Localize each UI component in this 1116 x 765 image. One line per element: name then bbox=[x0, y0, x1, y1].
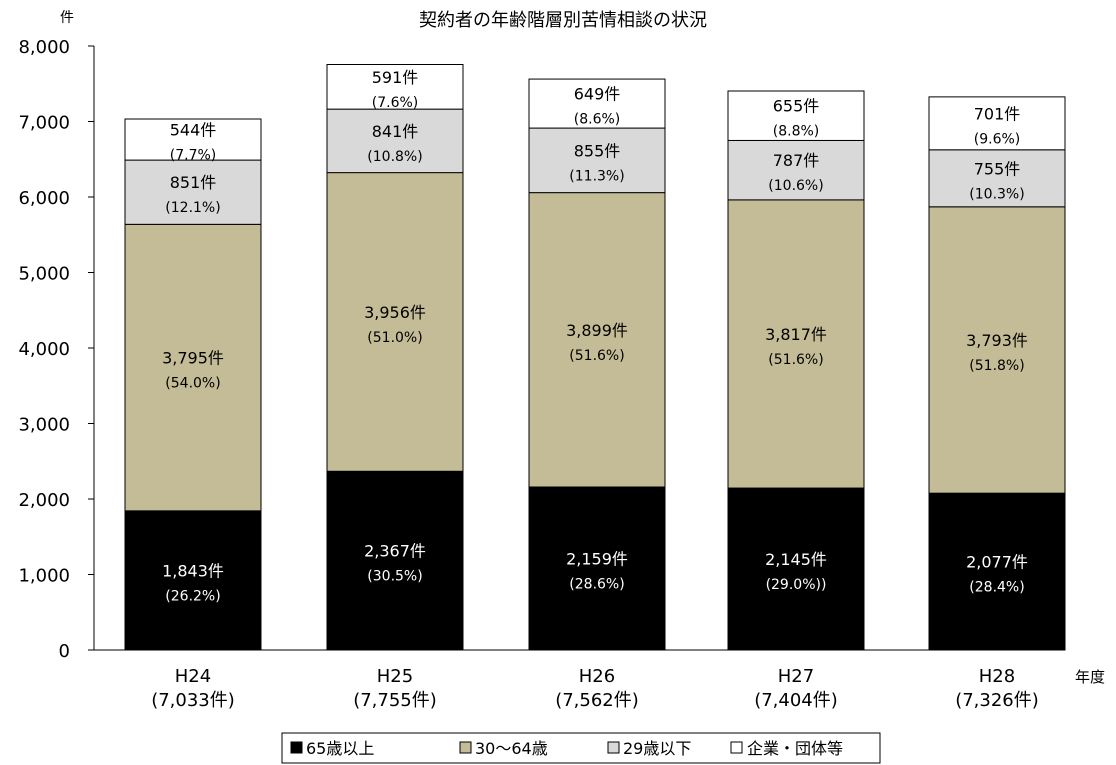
bar-percent-label: (26.2%) bbox=[165, 588, 220, 604]
bar-value-label: 2,159件 bbox=[566, 549, 628, 568]
legend-label: 企業・団体等 bbox=[747, 739, 843, 758]
bar-percent-label: (28.6%) bbox=[569, 576, 624, 592]
x-axis-labels: H24 (7,033件) H25 (7,755件) H26 (7,562件) H27 (7,4… bbox=[151, 666, 1039, 711]
bar-percent-label: (8.8%) bbox=[773, 124, 820, 140]
bar-value-label: 649件 bbox=[574, 85, 621, 104]
legend-swatch bbox=[459, 741, 472, 754]
bar-segment bbox=[124, 159, 262, 225]
bar-value-label: 3,899件 bbox=[566, 321, 628, 340]
bar-segment bbox=[928, 96, 1066, 151]
bar-value-label: 1,843件 bbox=[162, 561, 224, 580]
x-tick-total-label: (7,326件) bbox=[955, 690, 1039, 711]
bar-value-label: 851件 bbox=[170, 173, 217, 192]
bar-segment bbox=[727, 90, 865, 141]
bar-value-label: 2,077件 bbox=[966, 553, 1028, 572]
bar-segment bbox=[124, 510, 262, 651]
bar-segment bbox=[326, 172, 464, 472]
bar-segment bbox=[928, 149, 1066, 208]
bar-percent-label: (28.4%) bbox=[969, 580, 1024, 596]
y-axis-ticks: 0 1,000 2,000 3,000 4,000 5,000 6,000 7,000 8,00… bbox=[18, 37, 94, 662]
bar-segment bbox=[928, 492, 1066, 651]
chart-title: 契約者の年齢階層別苦情相談の状況 bbox=[419, 10, 707, 31]
bar-percent-label: (51.8%) bbox=[969, 358, 1024, 374]
bar-percent-label: (54.0%) bbox=[165, 376, 220, 392]
bar-value-label: 3,817件 bbox=[765, 325, 827, 344]
bar-value-label: 701件 bbox=[974, 104, 1021, 123]
bar-value-label: 855件 bbox=[574, 141, 621, 160]
bar-segment bbox=[326, 470, 464, 651]
x-tick-total-label: (7,755件) bbox=[353, 690, 437, 711]
bar-value-label: 3,793件 bbox=[966, 331, 1028, 350]
x-tick-total-label: (7,404件) bbox=[754, 690, 838, 711]
legend: 65歳以上 30～64歳 29歳以下 企業・団体等 bbox=[281, 732, 881, 764]
y-tick-label: 2,000 bbox=[18, 490, 70, 511]
bar-value-label: 3,795件 bbox=[162, 349, 224, 368]
legend-box bbox=[281, 732, 881, 764]
bar-segment bbox=[326, 63, 464, 110]
x-tick-label: H28 bbox=[979, 666, 1015, 687]
bar-percent-label: (10.6%) bbox=[768, 178, 823, 194]
bar-segment bbox=[124, 223, 262, 512]
y-tick-label: 0 bbox=[59, 641, 70, 662]
bar-segment bbox=[528, 127, 666, 194]
bar-percent-label: (10.8%) bbox=[367, 149, 422, 165]
bar-value-label: 755件 bbox=[974, 159, 1021, 178]
y-tick-label: 7,000 bbox=[18, 113, 70, 134]
bar-value-label: 3,956件 bbox=[364, 303, 426, 322]
bar-percent-label: (10.3%) bbox=[969, 186, 1024, 202]
bar-value-label: 544件 bbox=[170, 121, 217, 140]
bar-percent-label: (51.6%) bbox=[768, 352, 823, 368]
bar-percent-label: (7.6%) bbox=[372, 95, 419, 111]
bar-segment bbox=[528, 486, 666, 651]
bar-percent-label: (51.6%) bbox=[569, 348, 624, 364]
legend-label: 65歳以上 bbox=[306, 739, 374, 758]
x-axis-unit-label: 年度 bbox=[1075, 668, 1105, 686]
bar-percent-label: (11.3%) bbox=[569, 168, 624, 184]
y-axis-unit-label: 件 bbox=[60, 10, 74, 26]
bar-percent-label: (30.5%) bbox=[367, 569, 422, 585]
bar-value-label: 655件 bbox=[773, 97, 820, 116]
y-tick-label: 4,000 bbox=[18, 339, 70, 360]
bar-series-group: 1,843件 (26.2%) 3,795件 (54.0%) 851件 (12.1%) 544… bbox=[124, 63, 1066, 651]
legend-label: 29歳以下 bbox=[623, 739, 691, 758]
bar-segment bbox=[124, 118, 262, 161]
bar-value-label: 787件 bbox=[773, 151, 820, 170]
bar-value-label: 591件 bbox=[372, 68, 419, 87]
y-tick-label: 8,000 bbox=[18, 37, 70, 58]
bar-percent-label: (51.0%) bbox=[367, 330, 422, 346]
bar-value-label: 2,367件 bbox=[364, 542, 426, 561]
bar-percent-label: (8.6%) bbox=[574, 112, 621, 128]
y-tick-label: 5,000 bbox=[18, 264, 70, 285]
legend-swatch bbox=[607, 741, 620, 754]
y-tick-label: 3,000 bbox=[18, 415, 70, 436]
bar-value-label: 841件 bbox=[372, 122, 419, 141]
y-tick-label: 6,000 bbox=[18, 188, 70, 209]
x-tick-total-label: (7,033件) bbox=[151, 690, 235, 711]
x-tick-total-label: (7,562件) bbox=[555, 690, 639, 711]
bar-segment bbox=[928, 206, 1066, 494]
bar-segment bbox=[727, 199, 865, 489]
bar-percent-label: (7.7%) bbox=[170, 148, 217, 164]
bar-segment bbox=[727, 487, 865, 651]
y-tick-label: 1,000 bbox=[18, 566, 70, 587]
bar-segment bbox=[528, 78, 666, 129]
x-tick-label: H24 bbox=[175, 666, 211, 687]
legend-swatch bbox=[730, 741, 743, 754]
bar-percent-label: (29.0%)) bbox=[766, 577, 827, 593]
bar-percent-label: (9.6%) bbox=[974, 131, 1021, 147]
bar-percent-label: (12.1%) bbox=[165, 200, 220, 216]
bar-segment bbox=[528, 192, 666, 488]
x-tick-label: H25 bbox=[377, 666, 413, 687]
legend-swatch bbox=[290, 741, 303, 754]
x-tick-label: H26 bbox=[579, 666, 615, 687]
x-tick-label: H27 bbox=[778, 666, 814, 687]
legend-label: 30～64歳 bbox=[475, 739, 548, 758]
bar-value-label: 2,145件 bbox=[765, 550, 827, 569]
bar-segment bbox=[727, 139, 865, 201]
